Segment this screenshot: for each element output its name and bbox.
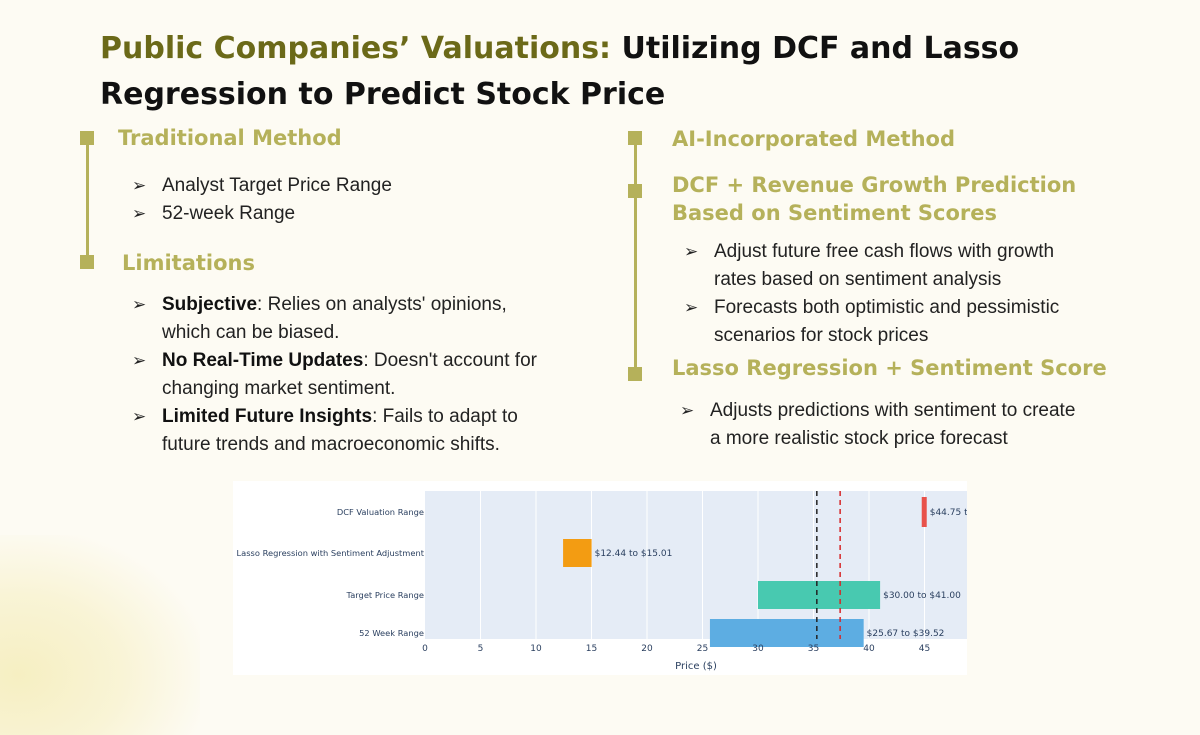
arrow-bullet-icon: ➢ — [132, 407, 147, 427]
bars — [563, 497, 927, 647]
x-tick-label: 15 — [586, 644, 597, 654]
x-tick-label: 45 — [919, 644, 930, 654]
title-highlight: Public Companies’ Valuations: — [100, 31, 612, 66]
list-item: ➢ Limited Future Insights: Fails to adapt… — [132, 403, 537, 459]
bar-data-label: $30.00 to $41.00 — [883, 591, 961, 601]
bar-data-label: $12.44 to $15.01 — [595, 549, 673, 559]
left-marker-limitations — [80, 255, 94, 269]
category-label: Lasso Regression with Sentiment Adjustme… — [237, 548, 425, 558]
right-marker-ai — [628, 131, 642, 145]
lasso-list: ➢ Adjusts predictions with sentiment to c… — [680, 397, 1075, 453]
price-range-chart: $44.75 to $12.44 to $15.01 $30.00 to $41.0… — [233, 481, 967, 675]
bar — [758, 581, 881, 609]
arrow-bullet-icon: ➢ — [684, 242, 699, 262]
lasso-heading: Lasso Regression + Sentiment Score — [672, 356, 1107, 380]
title-line-2: Regression to Predict Stock Price — [100, 77, 666, 112]
arrow-bullet-icon: ➢ — [684, 298, 699, 318]
x-tick-label: 30 — [752, 644, 764, 654]
category-label: Target Price Range — [346, 590, 424, 600]
bar-data-label: $25.67 to $39.52 — [867, 629, 945, 639]
x-tick-label: 20 — [641, 644, 653, 654]
arrow-bullet-icon: ➢ — [132, 351, 147, 371]
list-item: ➢ 52-week Range — [132, 200, 392, 228]
x-tick-label: 35 — [808, 644, 819, 654]
bar-data-label: $44.75 to — [930, 508, 967, 518]
title-rest: Utilizing DCF and Lasso — [611, 31, 1020, 66]
category-labels: DCF Valuation Range Lasso Regression with… — [237, 507, 425, 638]
x-axis-label: Price ($) — [675, 661, 717, 672]
list-item: ➢ Subjective: Relies on analysts' opinion… — [132, 291, 537, 347]
dcf-list: ➢ Adjust future free cash flows with grow… — [684, 238, 1059, 350]
dcf-heading: DCF + Revenue Growth Prediction Based on … — [672, 173, 1077, 225]
corner-glow-decoration — [0, 535, 200, 735]
right-marker-dcf — [628, 184, 642, 198]
left-marker-traditional — [80, 131, 94, 145]
x-tick-label: 0 — [422, 644, 428, 654]
right-timeline-line — [634, 145, 637, 375]
right-marker-lasso — [628, 367, 642, 381]
bar — [921, 497, 927, 527]
ai-method-heading: AI-Incorporated Method — [672, 127, 955, 151]
limitations-heading: Limitations — [122, 251, 255, 275]
traditional-method-list: ➢ Analyst Target Price Range ➢ 52-week Ran… — [132, 172, 392, 228]
limitations-list: ➢ Subjective: Relies on analysts' opinion… — [132, 291, 537, 459]
price-range-chart-svg: $44.75 to $12.44 to $15.01 $30.00 to $41.0… — [237, 491, 967, 672]
arrow-bullet-icon: ➢ — [680, 401, 695, 421]
x-tick-labels: 0 5 10 15 20 25 30 35 40 45 — [422, 644, 930, 654]
limitation-term: Subjective — [162, 294, 258, 315]
traditional-method-heading: Traditional Method — [118, 126, 342, 150]
category-label: 52 Week Range — [359, 628, 424, 638]
left-timeline-line — [86, 145, 89, 261]
page-title: Public Companies’ Valuations: Utilizing … — [100, 26, 1100, 118]
x-tick-label: 5 — [478, 644, 484, 654]
bar — [709, 619, 864, 647]
limitation-term: Limited Future Insights — [162, 406, 373, 427]
arrow-bullet-icon: ➢ — [132, 176, 147, 196]
category-label: DCF Valuation Range — [337, 507, 424, 517]
bar — [563, 539, 592, 567]
bar-labels: $44.75 to $12.44 to $15.01 $30.00 to $41.0… — [595, 508, 967, 639]
list-item: ➢ No Real-Time Updates: Doesn't account f… — [132, 347, 537, 403]
list-item: ➢ Adjust future free cash flows with grow… — [684, 238, 1059, 294]
list-item: ➢ Adjusts predictions with sentiment to c… — [680, 397, 1075, 453]
arrow-bullet-icon: ➢ — [132, 204, 147, 224]
plot-area — [425, 491, 967, 639]
x-tick-label: 10 — [530, 644, 542, 654]
arrow-bullet-icon: ➢ — [132, 295, 147, 315]
gridlines — [480, 491, 925, 639]
limitation-term: No Real-Time Updates — [162, 350, 364, 371]
list-item: ➢ Forecasts both optimistic and pessimist… — [684, 294, 1059, 350]
list-item: ➢ Analyst Target Price Range — [132, 172, 392, 200]
x-tick-label: 25 — [697, 644, 708, 654]
x-tick-label: 40 — [863, 644, 875, 654]
reference-lines — [816, 491, 841, 639]
